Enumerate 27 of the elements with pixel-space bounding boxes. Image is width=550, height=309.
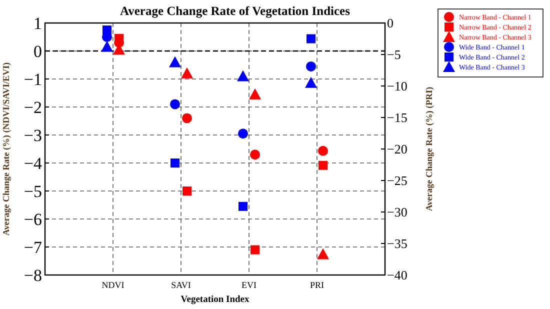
y2-tick-label: −10 bbox=[387, 78, 408, 94]
y-tick-label: −5 bbox=[24, 182, 42, 201]
y-tick-label: −3 bbox=[24, 126, 42, 145]
y2-axis-title: Average Change Rate (%) (PRI) bbox=[424, 86, 434, 212]
y2-tick-label: −5 bbox=[387, 47, 401, 62]
y2-tick-label: 0 bbox=[387, 16, 394, 31]
y2-tick-label: −15 bbox=[387, 110, 408, 126]
y-tick-label: 1 bbox=[34, 14, 42, 33]
x-tick-label: PRI bbox=[310, 280, 324, 290]
x-tick-label: NDVI bbox=[102, 280, 124, 290]
y2-tick-label: −35 bbox=[387, 236, 408, 252]
y2-tick-label: −20 bbox=[387, 142, 408, 157]
x-axis-title: Vegetation Index bbox=[180, 295, 250, 305]
x-tick-label: SAVI bbox=[171, 280, 191, 290]
y-axis-title: Average Change Rate (%) (NDVI/SAVI/EVI) bbox=[1, 62, 11, 236]
y-tick-label: −1 bbox=[24, 70, 42, 89]
y-tick-label: −2 bbox=[24, 98, 42, 117]
chart-title: Average Change Rate of Vegetation Indices bbox=[120, 4, 350, 18]
y2-tick-label: −40 bbox=[387, 268, 408, 283]
y2-tick-label: −25 bbox=[387, 173, 408, 188]
y-tick-label: −8 bbox=[24, 266, 42, 285]
y-tick-label: −4 bbox=[24, 154, 42, 173]
x-tick-label: EVI bbox=[242, 280, 256, 290]
y2-tick-label: −30 bbox=[387, 204, 408, 220]
y-tick-label: −6 bbox=[24, 210, 42, 229]
y-tick-label: 0 bbox=[34, 42, 42, 61]
y-tick-label: −7 bbox=[24, 238, 42, 257]
